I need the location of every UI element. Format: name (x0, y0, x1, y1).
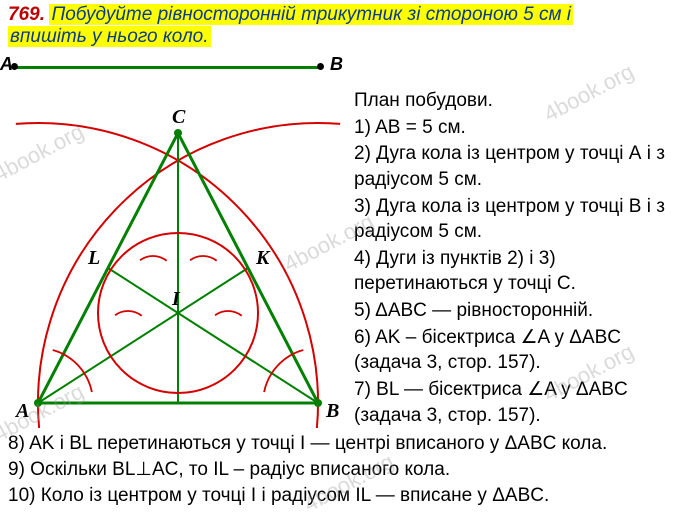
arc-from-b (38, 123, 340, 428)
construction-figure: A B C I K L (8, 88, 348, 429)
arc-from-a (16, 123, 318, 428)
plan-step: 9) Оскільки BL⊥AC, то IL – радіус вписан… (8, 457, 687, 483)
bottom-steps: 8) AK і BL перетинаються у точці I — цен… (0, 429, 695, 508)
problem-number: 769. (8, 4, 45, 25)
vertex-dot (314, 399, 322, 407)
plan-title: План побудови. (354, 88, 687, 114)
point-b-dot (317, 63, 324, 70)
plan-step: 7) BL — бісектриса ∠A у ΔABC (задача 3, … (354, 377, 687, 428)
segment-line (14, 66, 320, 69)
point-label: B (325, 400, 339, 422)
point-label: L (87, 247, 100, 269)
plan-step: 3) Дуга кола із центром у точці В і з ра… (354, 194, 687, 245)
point-label: K (255, 247, 271, 269)
tick-arc (140, 256, 167, 261)
plan-step: 2) Дуга кола із центром у точці А і з ра… (354, 141, 687, 192)
plan-step: 10) Коло із центром у точці I і радіусом… (8, 483, 687, 509)
problem-text-1: Побудуйте рівносторонній трикутник зі ст… (49, 4, 573, 25)
plan-step: 4) Дуги із пунктів 2) і 3) перетинаються… (354, 246, 687, 297)
plan-step: 5) ΔABC — рівносторонній. (354, 298, 687, 324)
problem-text-2: впишіть у нього коло. (8, 26, 211, 47)
plan-step: 1) AB = 5 см. (354, 115, 687, 141)
point-label: I (171, 288, 181, 310)
tick-arc (190, 256, 217, 261)
tick-arc (215, 311, 242, 316)
vertex-dot (174, 129, 182, 137)
vertex-dot (34, 399, 42, 407)
problem-header: 769. Побудуйте рівносторонній трикутник … (0, 0, 695, 50)
point-b-label: B (330, 54, 343, 75)
plan-step: 6) AK – бісектриса ∠A у ΔABC (задача 3, … (354, 325, 687, 376)
segment-ab: A B (0, 52, 695, 82)
point-label: C (172, 106, 186, 128)
plan-step: 8) AK і BL перетинаються у точці I — цен… (8, 431, 687, 457)
point-label: A (14, 400, 29, 422)
point-a-label: A (0, 54, 13, 75)
tick-arc (115, 311, 142, 316)
plan-column: План побудови. 1) AB = 5 см.2) Дуга кола… (348, 88, 687, 429)
